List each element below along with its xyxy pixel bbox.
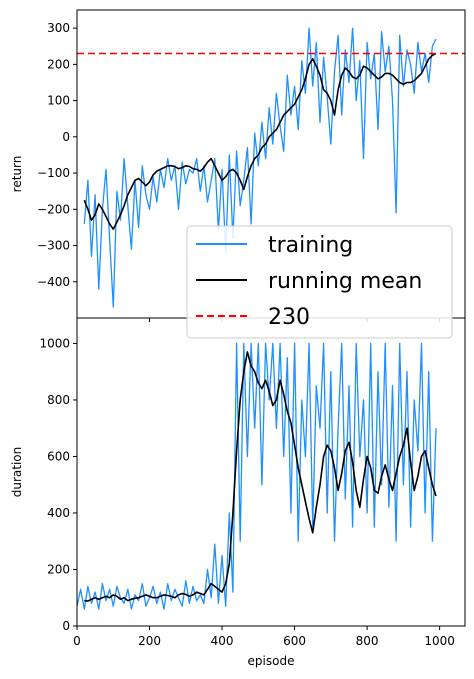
legend-box (186, 225, 453, 339)
duration-y-tick-label: 200 (47, 562, 70, 576)
legend-label-threshold: 230 (268, 305, 310, 330)
return-y-tick-label: −100 (37, 166, 70, 180)
duration-x-tick-label: 400 (211, 634, 234, 648)
return-y-tick-label: 0 (62, 130, 70, 144)
duration-x-tick-label: 800 (356, 634, 379, 648)
return-y-tick-label: −300 (37, 239, 70, 253)
return-panel: −400 −300 −200 −100 0 100 200 300 return (10, 9, 466, 322)
duration-y-tick-label: 600 (47, 449, 70, 463)
duration-y-tick-label: 800 (47, 393, 70, 407)
duration-x-tick-label: 0 (73, 634, 81, 648)
duration-x-tick-label: 600 (283, 634, 306, 648)
return-series-training (83, 27, 437, 308)
episode-x-axis-label: episode (248, 654, 295, 668)
duration-y-axis-label: duration (10, 447, 24, 498)
duration-y-ticks: 0 200 400 600 800 1000 (39, 336, 77, 633)
duration-series-layer (77, 342, 437, 610)
return-y-axis-label: return (10, 156, 24, 193)
legend-entry-running-mean: running mean (196, 269, 422, 294)
duration-x-tick-label: 1000 (424, 634, 455, 648)
return-y-tick-label: 100 (47, 94, 70, 108)
return-y-tick-label: −400 (37, 275, 70, 289)
return-y-tick-label: 200 (47, 57, 70, 71)
return-series-running-mean (83, 52, 437, 230)
legend: training running mean 230 (186, 225, 453, 339)
legend-entry-threshold: 230 (196, 305, 310, 330)
duration-x-ticks: 0 200 400 600 800 1000 (73, 626, 455, 648)
duration-x-tick-label: 200 (138, 634, 161, 648)
duration-panel: 0 200 400 600 800 1000 0 200 400 600 800 1000 dura… (10, 317, 466, 668)
duration-y-tick-label: 400 (47, 506, 70, 520)
return-y-tick-label: −200 (37, 202, 70, 216)
duration-y-tick-label: 1000 (39, 336, 70, 350)
return-y-tick-label: 300 (47, 21, 70, 35)
legend-label-training: training (268, 233, 353, 258)
legend-entry-training: training (196, 233, 353, 258)
duration-y-tick-label: 0 (62, 619, 70, 633)
return-y-ticks: −400 −300 −200 −100 0 100 200 300 (37, 21, 77, 289)
duration-series-running-mean (84, 351, 437, 602)
legend-label-running-mean: running mean (268, 269, 422, 294)
return-series-layer (77, 27, 465, 308)
